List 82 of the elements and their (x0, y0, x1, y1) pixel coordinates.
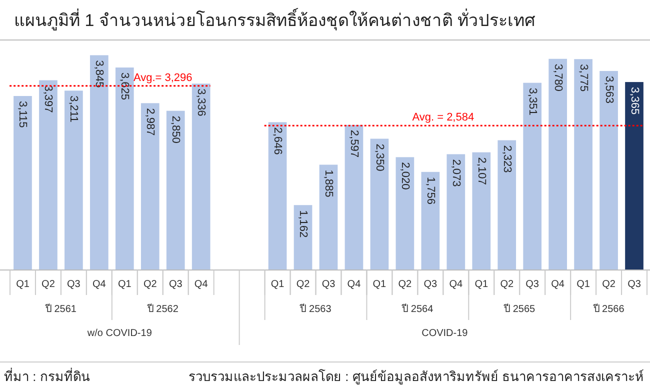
bar (370, 138, 389, 270)
x-tick-label: Q3 (67, 279, 81, 290)
x-tick-label: Q2 (296, 279, 310, 290)
data-label: 2,350 (373, 144, 386, 172)
data-label: 3,775 (577, 64, 590, 92)
x-tick-label: Q4 (92, 279, 106, 290)
bar (523, 82, 542, 270)
data-label: 3,780 (552, 64, 564, 92)
data-label: 2,646 (272, 127, 284, 155)
x-tick-label: Q3 (424, 279, 438, 290)
data-label: 2,020 (398, 162, 411, 190)
bar (64, 90, 83, 270)
bar (344, 124, 364, 270)
x-tick-label: Q2 (143, 279, 158, 290)
chart-title: แผนภูมิที่ 1 จำนวนหน่วยโอนกรรมสิทธิ์ห้องชุดให้คนต่างชาติ ทั่วประเทศ (14, 8, 536, 31)
bar (600, 70, 618, 270)
bar (115, 68, 134, 270)
data-label: 2,323 (500, 145, 513, 173)
bar (166, 110, 185, 270)
x-tick-label: Q3 (628, 279, 642, 290)
text: ปี 2565 (503, 303, 536, 315)
data-label: 3,211 (68, 96, 80, 122)
bar (498, 140, 516, 270)
bar (421, 172, 440, 270)
bar (140, 103, 160, 270)
data-label: 3,625 (118, 72, 131, 100)
data-label: 1,162 (297, 210, 310, 238)
bar (294, 205, 312, 270)
ref-line-label: Avg.= 3,296 (133, 72, 192, 84)
x-tick-label: Q1 (118, 279, 132, 290)
bar (574, 59, 592, 270)
ref-line-label: Avg. = 2,584 (412, 112, 474, 124)
bar (268, 122, 287, 270)
text: รวบรวมและประมวลผลโดย : ศูนย์ข้อมูลอสังหาริมทรัพย์ ธนาคารอาคารสงเคราะห์ (188, 369, 644, 385)
x-tick-label: Q3 (322, 279, 336, 290)
text: ปี 2562 (146, 303, 179, 315)
data-label: 3,336 (195, 88, 208, 116)
bar (14, 96, 32, 270)
text: ปี 2563 (299, 303, 332, 315)
x-tick-label: Q4 (194, 279, 208, 290)
bar (39, 80, 58, 270)
bar (548, 58, 567, 270)
text: ปี 2561 (44, 303, 77, 315)
text: w/o COVID-19 (86, 328, 152, 339)
x-tick-label: Q1 (270, 279, 285, 290)
bar (319, 164, 338, 270)
bar (396, 157, 414, 270)
data-label: 2,597 (348, 130, 360, 158)
x-tick-label: Q1 (16, 279, 30, 290)
x-tick-label: Q4 (551, 279, 565, 290)
data-label: 3,397 (42, 85, 54, 113)
x-tick-label: Q4 (449, 279, 464, 290)
x-tick-label: Q2 (500, 279, 514, 290)
x-tick-label: Q3 (168, 279, 183, 290)
bar (90, 55, 108, 270)
data-label: 1,756 (424, 176, 436, 204)
text: ปี 2564 (401, 303, 434, 315)
text: ปี 2566 (592, 303, 625, 315)
x-tick-label: Q1 (372, 279, 387, 290)
bar (472, 152, 491, 270)
data-label: 3,115 (16, 101, 29, 128)
data-label: 2,987 (144, 108, 156, 136)
x-tick-label: Q2 (42, 279, 56, 290)
text: COVID-19 (422, 328, 468, 339)
x-tick-label: Q2 (398, 279, 412, 290)
x-tick-label: Q4 (347, 279, 362, 290)
data-label: 3,563 (602, 76, 615, 104)
x-tick-label: Q1 (474, 279, 488, 290)
data-label: 1,885 (322, 170, 334, 198)
data-label: 2,073 (450, 159, 462, 187)
data-label: 3,351 (526, 88, 538, 116)
data-label: 3,845 (93, 60, 106, 88)
text: ที่มา : กรมที่ดิน (4, 368, 90, 384)
bar (192, 84, 210, 270)
data-label: 2,850 (170, 116, 182, 144)
data-label: 3,365 (628, 87, 640, 115)
x-tick-label: Q1 (576, 279, 590, 290)
x-tick-label: Q2 (602, 279, 616, 290)
x-tick-label: Q3 (526, 279, 540, 290)
data-label: 2,107 (475, 157, 488, 185)
bar (446, 154, 466, 270)
bar (625, 82, 644, 270)
